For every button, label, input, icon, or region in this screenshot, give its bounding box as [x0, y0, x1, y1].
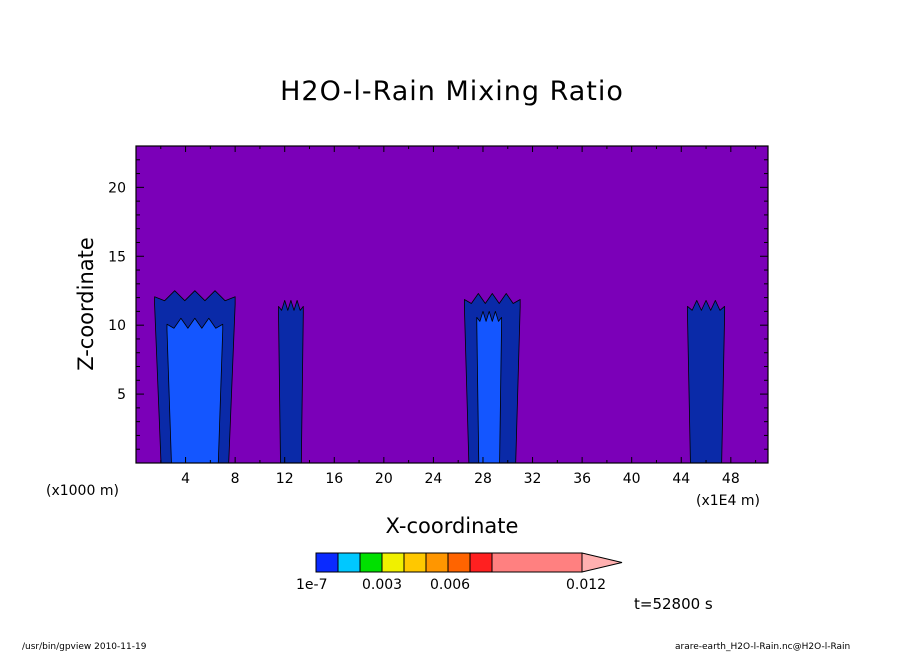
x-unit-right: (x1E4 m): [696, 493, 760, 509]
rain-cell-3: [278, 299, 304, 464]
colorbar-label-3: 0.006: [430, 577, 471, 593]
colorbar-label-4: 0.012: [566, 577, 607, 593]
x-tick-label-32: 32: [524, 471, 542, 487]
y-tick-label-15: 15: [108, 249, 126, 265]
x-tick-label-36: 36: [573, 471, 591, 487]
plot-frame: [135, 145, 769, 464]
x-unit-left: (x1000 m): [46, 483, 119, 499]
x-tick-label-12: 12: [276, 471, 294, 487]
colorbar-label-2: 0.003: [362, 577, 403, 593]
y-axis-label: Z-coordinate: [74, 237, 98, 371]
x-tick-label-28: 28: [474, 471, 492, 487]
footer-source: arare-earth_H2O-l-Rain.nc@H2O-l-Rain: [675, 642, 851, 652]
rain-cell-6: [687, 299, 726, 464]
rain-cell-5: [476, 310, 502, 464]
x-tick-label-40: 40: [623, 471, 641, 487]
x-tick-label-4: 4: [181, 471, 190, 487]
time-label: t=52800 s: [634, 595, 713, 613]
plot-background: [136, 146, 768, 463]
rain-cell-2: [166, 317, 224, 464]
chart-title: H2O-l-Rain Mixing Ratio: [280, 76, 624, 107]
x-tick-label-48: 48: [722, 471, 740, 487]
x-tick-label-8: 8: [231, 471, 240, 487]
x-tick-label-20: 20: [375, 471, 393, 487]
colorbar-label-1: 1e-7: [296, 577, 328, 593]
y-tick-label-5: 5: [117, 387, 126, 403]
y-tick-label-20: 20: [108, 180, 126, 196]
x-axis-label: X-coordinate: [385, 514, 519, 538]
y-tick-label-10: 10: [108, 318, 126, 334]
x-tick-label-24: 24: [424, 471, 442, 487]
x-tick-label-44: 44: [672, 471, 690, 487]
x-tick-label-16: 16: [325, 471, 343, 487]
footer-command: /usr/bin/gpview 2010-11-19: [22, 642, 147, 652]
